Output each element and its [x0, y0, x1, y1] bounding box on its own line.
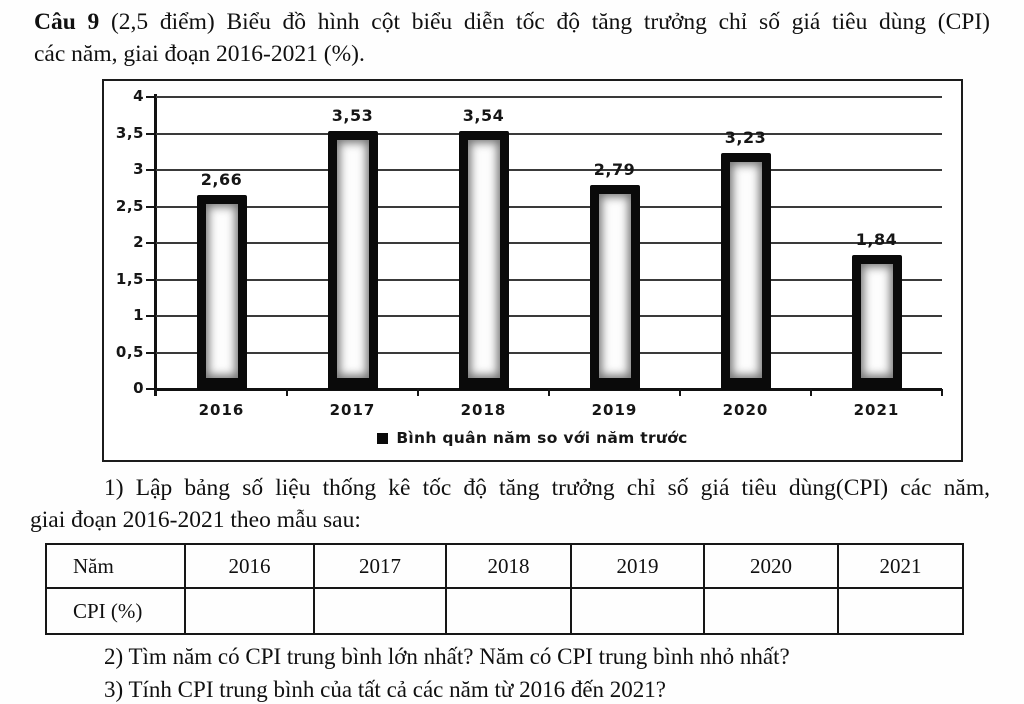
y-axis	[154, 94, 157, 396]
x-axis-label-2019: 2019	[591, 401, 638, 419]
x-axis-tick	[810, 389, 812, 396]
bar-value-label-2019: 2,79	[593, 160, 636, 180]
table-cell	[703, 587, 839, 635]
y-axis-label: 1,5	[115, 269, 144, 288]
y-axis-tick	[146, 388, 154, 390]
task1-text: 1) Lập bảng số liệu thống kê tốc độ tăng…	[30, 472, 990, 536]
question-number: Câu 9	[34, 9, 100, 35]
bar-value-label-2016: 2,66	[200, 169, 243, 189]
y-axis-label: 0	[133, 379, 144, 397]
y-axis-label: 4	[133, 87, 144, 105]
y-axis-label: 2	[133, 233, 144, 251]
row-label-cell: Năm	[45, 543, 186, 589]
cpi-bar-chart: 4 3,5 3 2,5 2 1,5 1 0,5 0 2,66 2016 3,53 2017 3,54 201…	[102, 79, 963, 462]
x-axis-label-2021: 2021	[853, 401, 900, 419]
bar-2017	[327, 131, 378, 390]
x-axis-tick	[548, 389, 550, 396]
bar-2020	[720, 153, 771, 390]
gridline	[156, 242, 942, 244]
table-body: Năm 2016 2017 2018 2019 2020 2021 CPI (%)	[45, 543, 964, 635]
table-cell: 2018	[445, 543, 572, 589]
y-axis-label: 3	[133, 160, 144, 178]
bar-value-label-2021: 1,84	[855, 229, 898, 249]
gridline	[156, 278, 942, 281]
table-cell: 2019	[570, 543, 705, 589]
cpi-table: Năm 2016 2017 2018 2019 2020 2021 CPI (%)	[45, 543, 964, 635]
y-axis-tick	[146, 132, 154, 135]
x-axis-label-2018: 2018	[460, 401, 507, 419]
gridline	[156, 169, 942, 171]
x-axis-tick	[286, 389, 288, 396]
chart-legend: Bình quân năm so với năm trước	[104, 429, 961, 447]
question-3: 3) Tính CPI trung bình của tất cả các nă…	[104, 677, 666, 702]
y-axis-label: 3,5	[115, 123, 144, 142]
bar-2016	[196, 194, 247, 390]
table-header-row: Năm 2016 2017 2018 2019 2020 2021	[45, 543, 964, 589]
y-axis-tick	[146, 96, 154, 98]
question-heading: Câu 9 (2,5 điểm) Biểu đồ hình cột biểu d…	[34, 6, 990, 70]
y-axis-tick	[146, 242, 154, 244]
row-label-cell: CPI (%)	[45, 587, 186, 635]
heading-line2: các năm, giai đoạn 2016-2021 (%).	[34, 41, 365, 67]
bar-2018	[458, 130, 509, 390]
y-axis-tick	[146, 351, 154, 354]
gridline	[156, 351, 942, 354]
task1-line1: 1) Lập bảng số liệu thống kê tốc độ tăng…	[104, 475, 990, 501]
table-cell: 2016	[184, 543, 315, 589]
table-cell	[570, 587, 705, 635]
bar-value-label-2017: 3,53	[331, 106, 374, 126]
x-axis-tick	[417, 389, 419, 396]
bar-2019	[589, 185, 640, 390]
gridline	[156, 96, 942, 98]
table-cell: 2017	[313, 543, 447, 589]
x-axis-tick	[679, 389, 681, 396]
table-cell	[313, 587, 447, 635]
table-cell	[445, 587, 572, 635]
x-axis-tick	[155, 389, 157, 396]
y-axis-label: 1	[133, 306, 144, 324]
table-cell: 2021	[837, 543, 964, 589]
y-axis-label: 2,5	[115, 196, 144, 215]
table-cell: 2020	[703, 543, 839, 589]
x-axis-label-2016: 2016	[198, 401, 245, 419]
gridline	[156, 315, 942, 317]
table-data-row: CPI (%)	[45, 587, 964, 635]
y-axis-label: 0,5	[115, 342, 144, 361]
table-cell	[184, 587, 315, 635]
x-axis-label-2020: 2020	[722, 401, 769, 419]
heading-line1-text: (2,5 điểm) Biểu đồ hình cột biểu diễn tố…	[99, 9, 990, 35]
plot-area: 4 3,5 3 2,5 2 1,5 1 0,5 0 2,66 2016 3,53 2017 3,54 201…	[116, 87, 943, 419]
table-cell	[837, 587, 964, 635]
heading-line1: Câu 9 (2,5 điểm) Biểu đồ hình cột biểu d…	[34, 6, 990, 38]
question-2: 2) Tìm năm có CPI trung bình lớn nhất? N…	[104, 644, 790, 669]
y-axis-tick	[146, 205, 154, 208]
task1-line2: giai đoạn 2016-2021 theo mẫu sau:	[30, 507, 361, 533]
y-axis-tick	[146, 315, 154, 317]
y-axis-tick	[146, 169, 154, 171]
legend-label: Bình quân năm so với năm trước	[396, 429, 688, 447]
x-axis-label-2017: 2017	[329, 401, 376, 419]
bar-value-label-2018: 3,54	[462, 105, 505, 125]
x-axis-tick	[941, 389, 943, 396]
legend-square-icon	[377, 432, 389, 444]
gridline	[156, 132, 942, 135]
bar-2021	[851, 254, 902, 390]
bar-value-label-2020: 3,23	[724, 128, 767, 148]
y-axis-tick	[146, 278, 154, 281]
gridline	[156, 205, 942, 208]
